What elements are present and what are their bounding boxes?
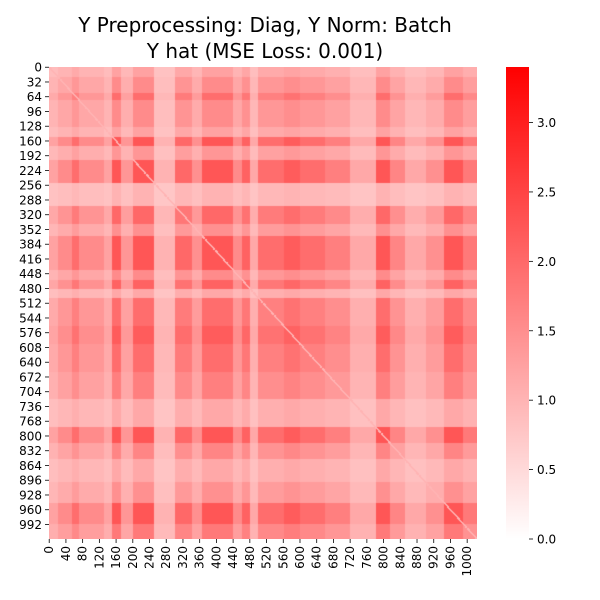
x-tick-label: 1000 xyxy=(460,546,474,577)
x-tick-label: 320 xyxy=(176,546,190,569)
y-tick-label: 672 xyxy=(19,370,42,384)
y-tick-label: 992 xyxy=(19,518,42,532)
colorbar-tick-label: 0.0 xyxy=(537,533,556,547)
x-axis: 0 40 80 120 160 200 240 280 320 360 400 440 480 520 56… xyxy=(42,539,474,577)
y-tick-label: 224 xyxy=(19,164,42,178)
y-tick-label: 768 xyxy=(19,415,42,429)
y-tick-label: 192 xyxy=(19,149,42,163)
y-tick-label: 800 xyxy=(19,429,42,443)
x-tick-label: 120 xyxy=(92,546,106,569)
x-tick-label: 400 xyxy=(209,546,223,569)
y-tick-label: 736 xyxy=(19,400,42,414)
y-tick-label: 320 xyxy=(19,208,42,222)
chart-title-line2: Y hat (MSE Loss: 0.001) xyxy=(146,39,383,63)
x-tick-label: 720 xyxy=(343,546,357,569)
y-tick-label: 160 xyxy=(19,134,42,148)
colorbar-tick-label: 2.5 xyxy=(537,185,556,199)
y-tick-label: 896 xyxy=(19,474,42,488)
x-tick-label: 160 xyxy=(109,546,123,569)
x-tick-label: 0 xyxy=(42,546,56,554)
y-tick-label: 384 xyxy=(19,238,42,252)
y-tick-label: 960 xyxy=(19,503,42,517)
x-tick-label: 520 xyxy=(260,546,274,569)
x-tick-label: 600 xyxy=(293,546,307,569)
x-tick-label: 360 xyxy=(193,546,207,569)
y-tick-label: 608 xyxy=(19,341,42,355)
y-tick-label: 128 xyxy=(19,120,42,134)
x-tick-label: 40 xyxy=(59,546,73,561)
x-tick-label: 200 xyxy=(126,546,140,569)
y-tick-label: 448 xyxy=(19,267,42,281)
heatmap-cells xyxy=(49,67,477,539)
colorbar-tick-label: 1.5 xyxy=(537,324,556,338)
chart-title-line1: Y Preprocessing: Diag, Y Norm: Batch xyxy=(77,13,452,37)
y-axis: 0326496128160192224256288320352384416448… xyxy=(19,61,49,532)
x-tick-label: 640 xyxy=(310,546,324,569)
x-tick-label: 560 xyxy=(276,546,290,569)
x-tick-label: 280 xyxy=(159,546,173,569)
y-tick-label: 416 xyxy=(19,252,42,266)
x-tick-label: 960 xyxy=(443,546,457,569)
y-tick-label: 352 xyxy=(19,223,42,237)
y-tick-label: 288 xyxy=(19,193,42,207)
y-tick-label: 64 xyxy=(27,90,42,104)
x-tick-label: 840 xyxy=(393,546,407,569)
x-tick-label: 440 xyxy=(226,546,240,569)
colorbar-axis: 0.0 0.5 1.0 1.5 2.0 2.5 3.0 xyxy=(529,116,556,547)
y-tick-label: 512 xyxy=(19,297,42,311)
x-tick-label: 760 xyxy=(360,546,374,569)
colorbar-tick-label: 2.0 xyxy=(537,255,556,269)
y-tick-label: 96 xyxy=(27,105,42,119)
x-tick-label: 480 xyxy=(243,546,257,569)
y-tick-label: 704 xyxy=(19,385,42,399)
colorbar-tick-label: 1.0 xyxy=(537,394,556,408)
y-tick-label: 864 xyxy=(19,459,42,473)
y-tick-label: 480 xyxy=(19,282,42,296)
heatmap-area xyxy=(49,67,477,539)
y-tick-label: 256 xyxy=(19,179,42,193)
x-tick-label: 920 xyxy=(427,546,441,569)
x-tick-label: 240 xyxy=(143,546,157,569)
x-tick-label: 880 xyxy=(410,546,424,569)
y-tick-label: 32 xyxy=(27,75,42,89)
x-tick-label: 680 xyxy=(326,546,340,569)
y-tick-label: 928 xyxy=(19,488,42,502)
y-tick-label: 576 xyxy=(19,326,42,340)
y-tick-label: 0 xyxy=(34,61,42,75)
y-tick-label: 640 xyxy=(19,356,42,370)
colorbar xyxy=(506,67,529,539)
x-tick-label: 80 xyxy=(76,546,90,561)
x-tick-label: 800 xyxy=(377,546,391,569)
colorbar-tick-label: 0.5 xyxy=(537,463,556,477)
y-tick-label: 832 xyxy=(19,444,42,458)
colorbar-tick-label: 3.0 xyxy=(537,116,556,130)
y-tick-label: 544 xyxy=(19,311,42,325)
